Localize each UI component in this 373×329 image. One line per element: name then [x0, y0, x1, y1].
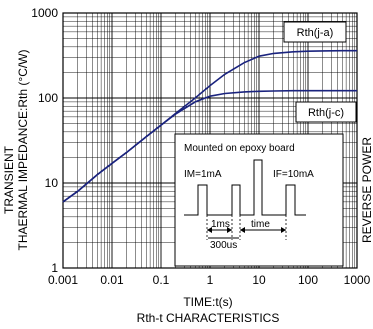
x-tick-label: 0.1 — [153, 273, 170, 287]
x-axis-label: TIME:t(s) — [183, 295, 232, 309]
series-layer — [62, 49, 357, 203]
y-tick-label: 1 — [51, 261, 58, 275]
x-tick-label: 10 — [252, 273, 266, 287]
plot-frame — [62, 12, 358, 269]
inset-if-label: IF=10mA — [273, 169, 314, 180]
y-tick-label: 1000 — [31, 6, 58, 20]
legend-rth-ja-label: Rth(j-a) — [297, 27, 334, 39]
legend-rth-ja: Rth(j-a) — [283, 21, 347, 43]
y-tick-label: 100 — [38, 91, 58, 105]
chart-caption: Rth-t CHARACTERISTICS — [137, 311, 280, 325]
inset-300us-label: 300us — [210, 240, 237, 251]
tick-labels: 0.001 0.01 0.1 1 10 100 1000 1000 100 10 1 — [31, 6, 370, 287]
x-tick-label: 0.001 — [48, 273, 78, 287]
inset-time-label: time — [251, 219, 270, 230]
inset-1ms-label: 1ms — [211, 219, 230, 230]
right-side-label: REVERSE POWER — [360, 137, 373, 243]
legend-rth-jc: Rth(j-c) — [295, 101, 357, 123]
x-tick-label: 0.01 — [100, 273, 124, 287]
inset-title: Mounted on epoxy board — [184, 143, 295, 154]
inset-dashed-guides — [206, 215, 287, 240]
legend-rth-jc-label: Rth(j-c) — [308, 107, 344, 119]
x-tick-label: 100 — [298, 273, 318, 287]
x-tick-label: 1000 — [344, 273, 371, 287]
inset-im-label: IM=1mA — [184, 169, 222, 180]
x-tick-label: 1 — [207, 273, 214, 287]
y-axis-label-line2: THAERMAL IMPEDANCE:Rth (°C/W) — [16, 49, 30, 250]
inset-diagram: Mounted on epoxy board IM=1mA IF=10mA 1m… — [174, 133, 344, 267]
inset-pulse-waveform — [184, 159, 306, 216]
y-tick-label: 10 — [45, 176, 59, 190]
series-line-rth-jc — [62, 89, 357, 203]
y-axis-label-line1: TRANSIENT — [2, 145, 16, 214]
